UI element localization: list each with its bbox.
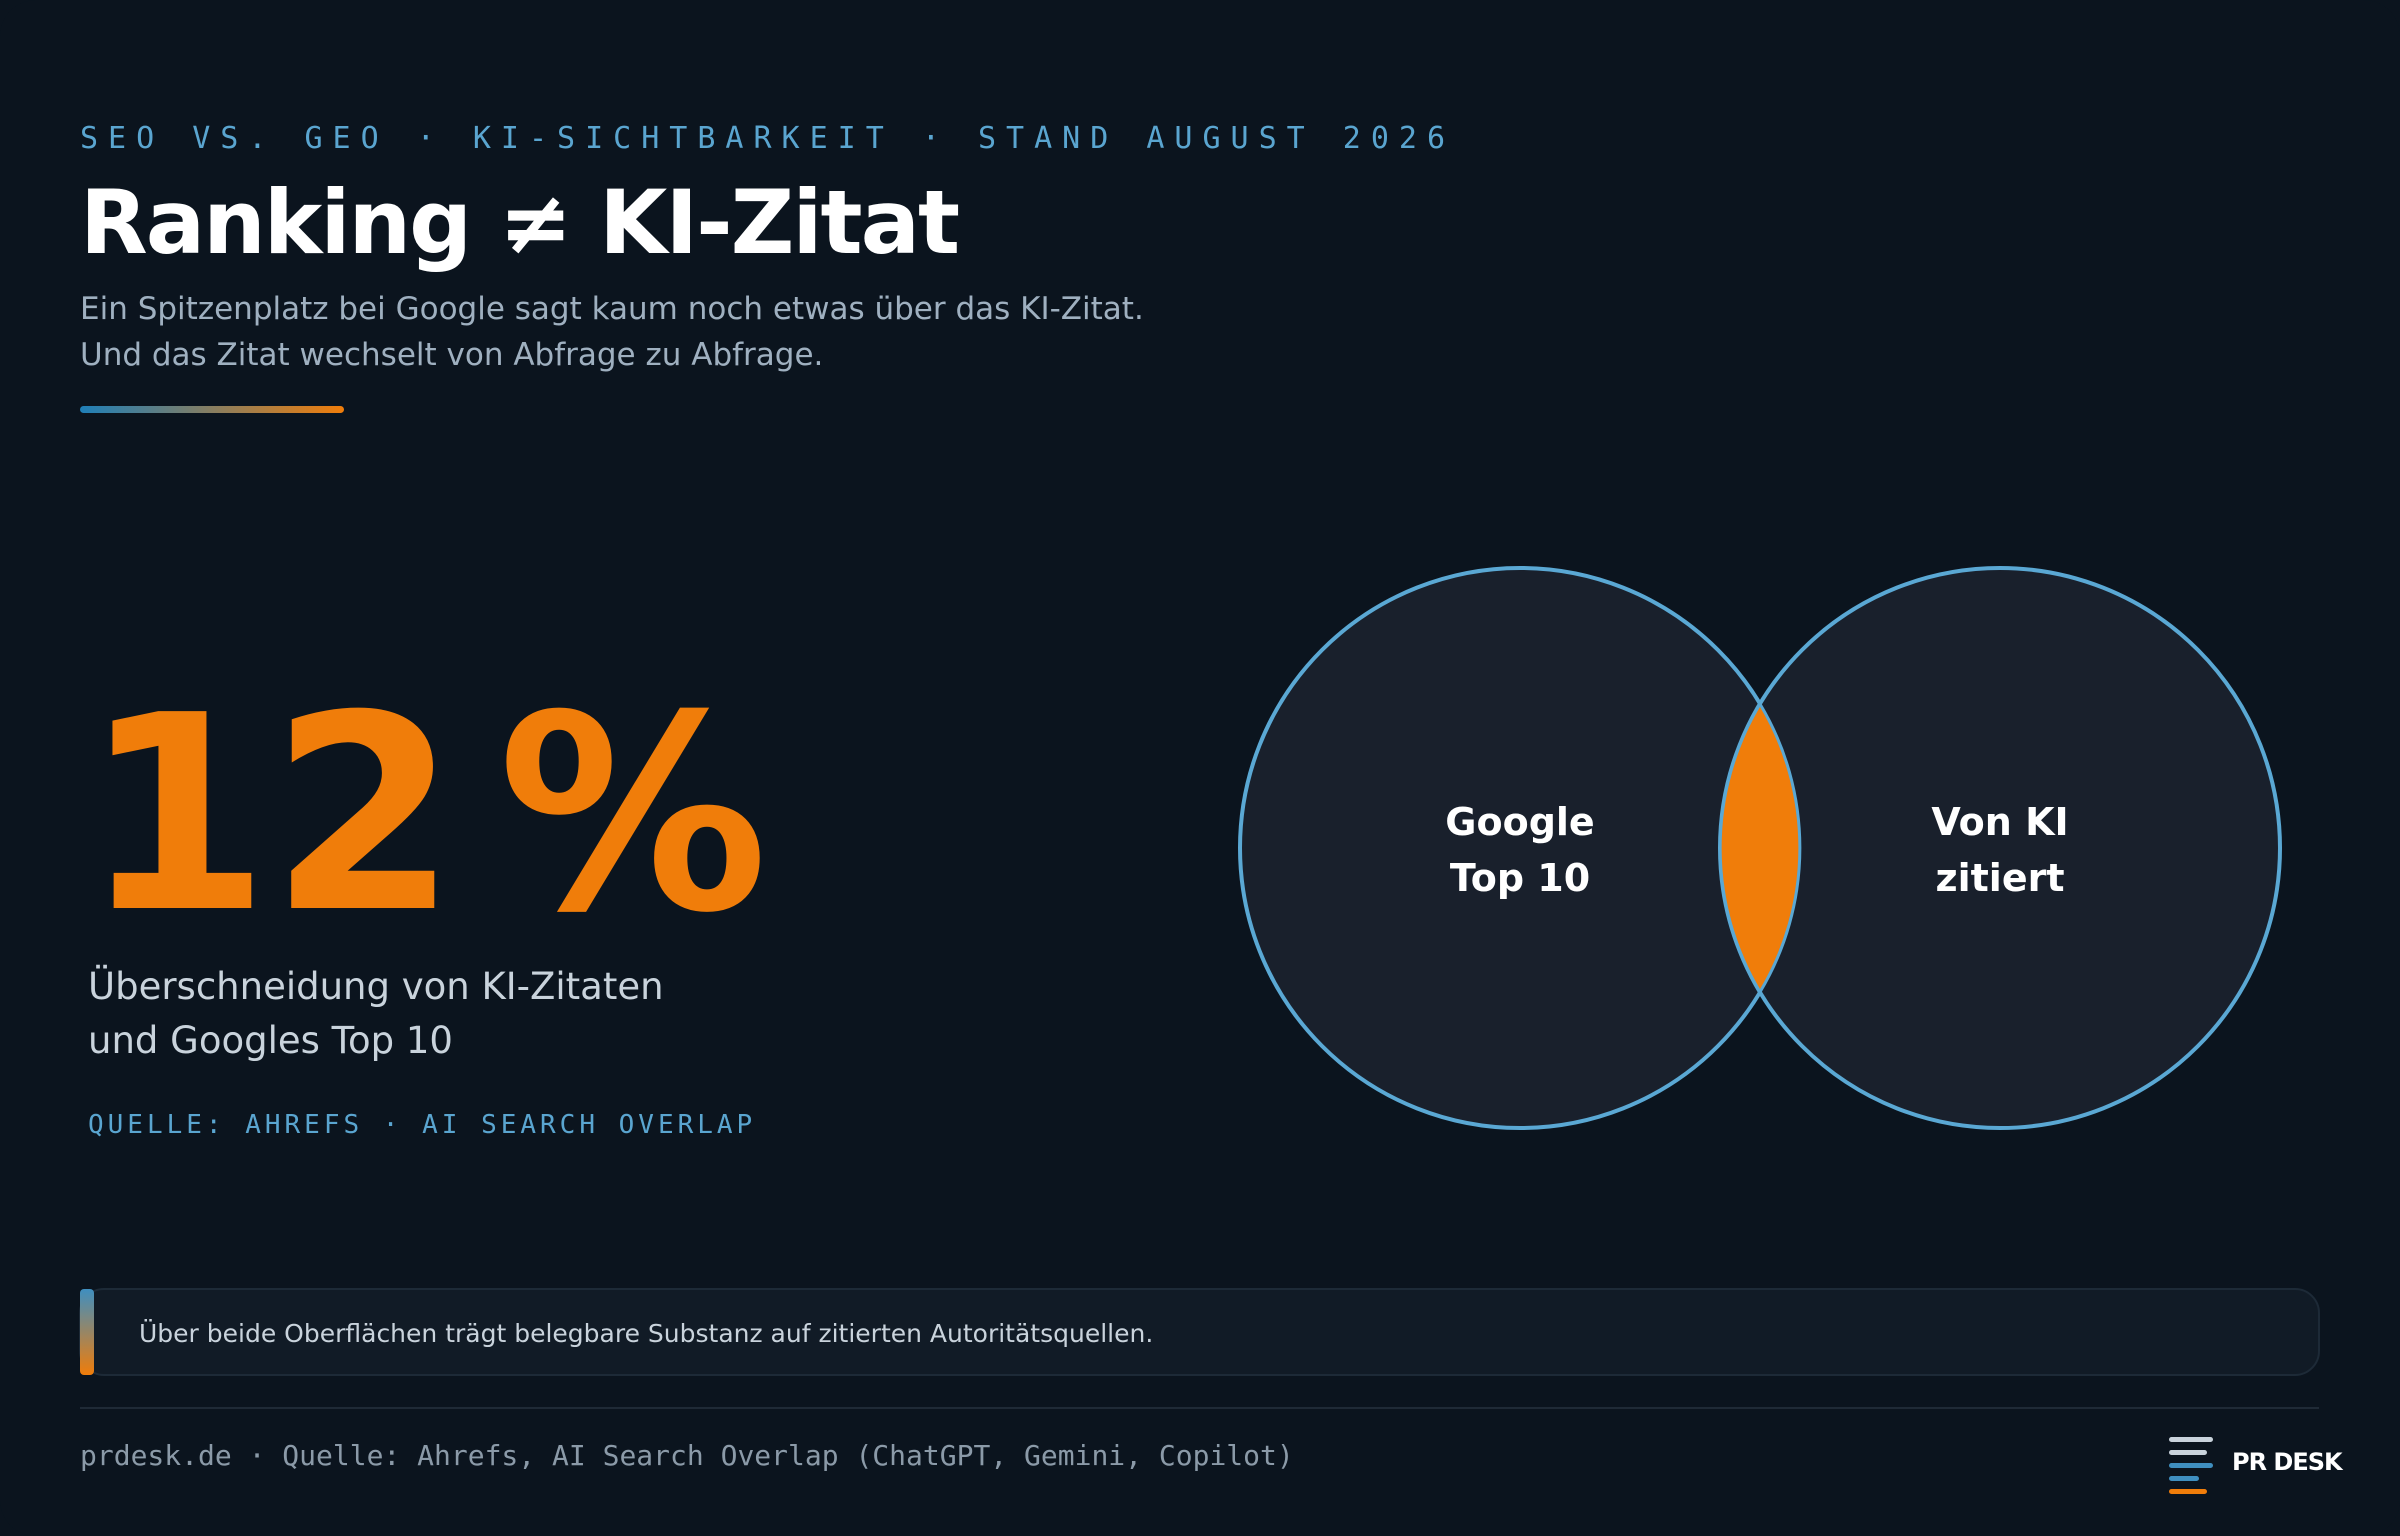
venn-label: Von KI [1931, 800, 2068, 844]
logo-text: PR DESK [2232, 1448, 2344, 1476]
subtitle-line: Ein Spitzenplatz bei Google sagt kaum no… [80, 291, 1144, 327]
logo-icon [2169, 1437, 2213, 1494]
footer-text: prdesk.de · Quelle: Ahrefs, AI Search Ov… [80, 1439, 1294, 1472]
accent-bar [80, 406, 344, 413]
callout-text: Über beide Oberflächen trägt belegbare S… [139, 1319, 1153, 1348]
stat-caption: Überschneidung von KI-Zitaten [88, 965, 664, 1008]
callout-accent [80, 1289, 94, 1375]
subtitle-line: Und das Zitat wechselt von Abfrage zu Ab… [80, 337, 823, 373]
stat-source: QUELLE: AHREFS · AI SEARCH OVERLAP [88, 1110, 756, 1140]
kicker: SEO VS. GEO · KI-SICHTBARKEIT · STAND AU… [80, 121, 1455, 156]
venn-label: Google [1445, 800, 1594, 844]
venn-overlap [1718, 701, 1802, 995]
venn-circle-left [1238, 566, 1802, 1130]
title: Ranking ≠ KI-Zitat [80, 171, 959, 274]
stat-unit: % [498, 657, 769, 972]
stat-value: 12% [82, 657, 768, 972]
stat-caption: und Googles Top 10 [88, 1019, 453, 1062]
venn-label: Top 10 [1450, 856, 1590, 900]
stat-number: 12 [82, 657, 458, 972]
venn-circle-right [1718, 566, 2282, 1130]
venn-label: zitiert [1935, 856, 2064, 900]
